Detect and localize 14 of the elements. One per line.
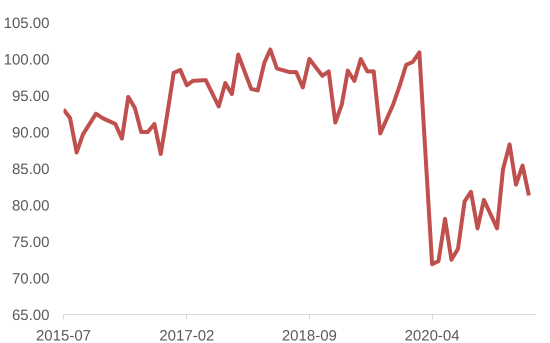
y-tick-label: 100.00 — [4, 52, 50, 68]
x-tick-label: 2015-07 — [36, 328, 92, 343]
y-tick-label: 65.00 — [12, 307, 50, 324]
y-tick-label: 80.00 — [12, 198, 50, 214]
y-tick-label: 90.00 — [12, 124, 50, 142]
x-tick-label: 2018-09 — [282, 328, 337, 343]
y-tick-label: 75.00 — [12, 234, 50, 251]
y-tick-label: 70.00 — [12, 270, 50, 288]
y-tick-label: 105.00 — [4, 15, 50, 32]
x-tick-label: 2017-02 — [159, 328, 214, 343]
y-tick-label: 85.00 — [12, 161, 50, 178]
x-tick-label: 2020-04 — [404, 328, 460, 343]
line-series — [64, 48, 531, 266]
y-tick-label: 95.00 — [12, 88, 50, 105]
